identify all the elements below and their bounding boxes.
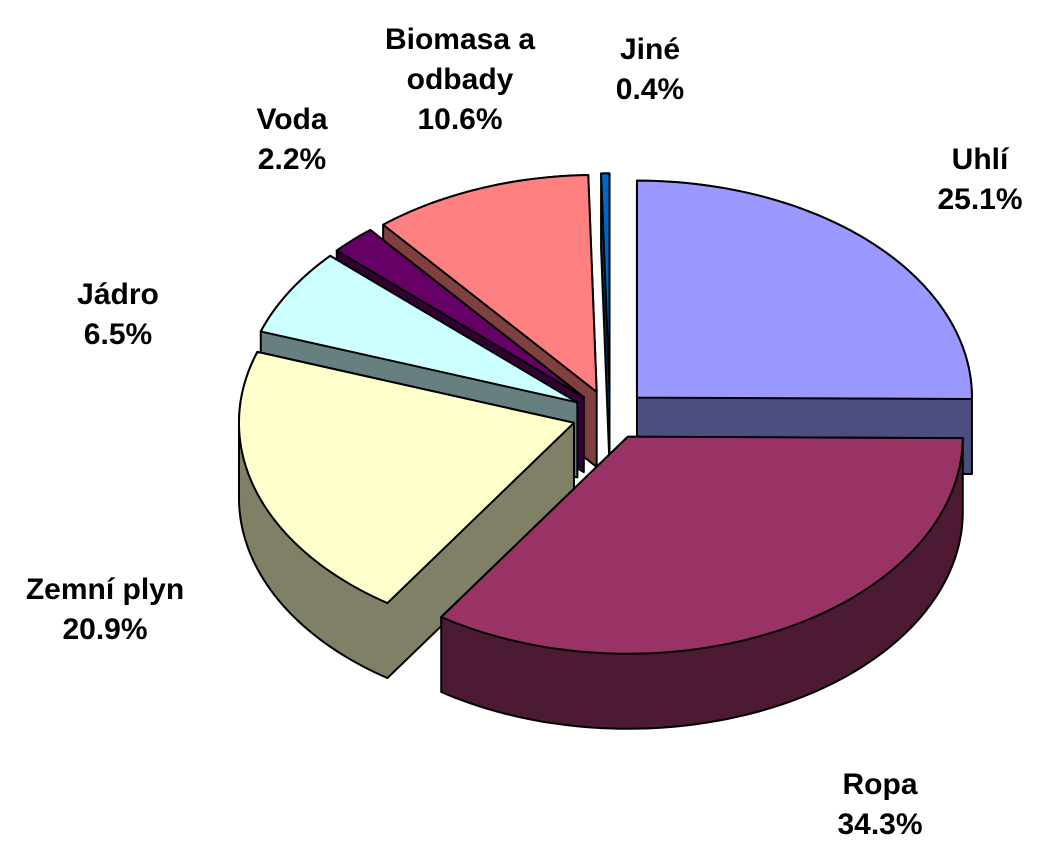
slice	[237, 350, 575, 605]
label-value: 0.4%	[615, 73, 685, 106]
label-value: 2.2%	[257, 143, 327, 176]
label-name: Jádro	[77, 278, 159, 311]
label-name: Biomasa a odbady	[384, 23, 536, 96]
label-name: Voda	[256, 103, 328, 136]
slice	[440, 435, 964, 655]
label-value: 34.3%	[837, 808, 923, 841]
slice	[335, 228, 585, 399]
label-name: Ropa	[842, 768, 918, 801]
label-value: 6.5%	[83, 318, 153, 351]
slice-label: Voda 2.2%	[197, 100, 387, 180]
slice-label: Uhlí 25.1%	[885, 140, 1041, 220]
slice	[600, 172, 611, 392]
label-value: 25.1%	[937, 183, 1023, 216]
slice	[259, 254, 579, 404]
label-value: 20.9%	[62, 613, 148, 646]
slice	[382, 174, 598, 393]
label-value: 10.6%	[417, 103, 503, 136]
slice	[635, 179, 973, 401]
slice-label: Zemní plyn 20.9%	[10, 570, 200, 650]
slice-label: Jádro 6.5%	[23, 275, 213, 355]
label-name: Jiné	[619, 33, 681, 66]
label-name: Uhlí	[951, 143, 1009, 176]
slice-label: Ropa 34.3%	[785, 765, 975, 845]
slice-label: Biomasa a odbady 10.6%	[365, 20, 555, 140]
label-name: Zemní plyn	[25, 573, 185, 606]
slice-label: Jiné 0.4%	[555, 30, 745, 110]
